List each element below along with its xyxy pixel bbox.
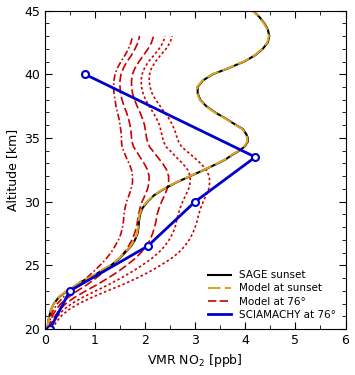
X-axis label: VMR NO$_2$ [ppb]: VMR NO$_2$ [ppb]	[147, 352, 243, 369]
Y-axis label: Altitude [km]: Altitude [km]	[6, 129, 18, 211]
Legend: SAGE sunset, Model at sunset, Model at 76°, SCIAMACHY at 76°: SAGE sunset, Model at sunset, Model at 7…	[204, 266, 340, 324]
